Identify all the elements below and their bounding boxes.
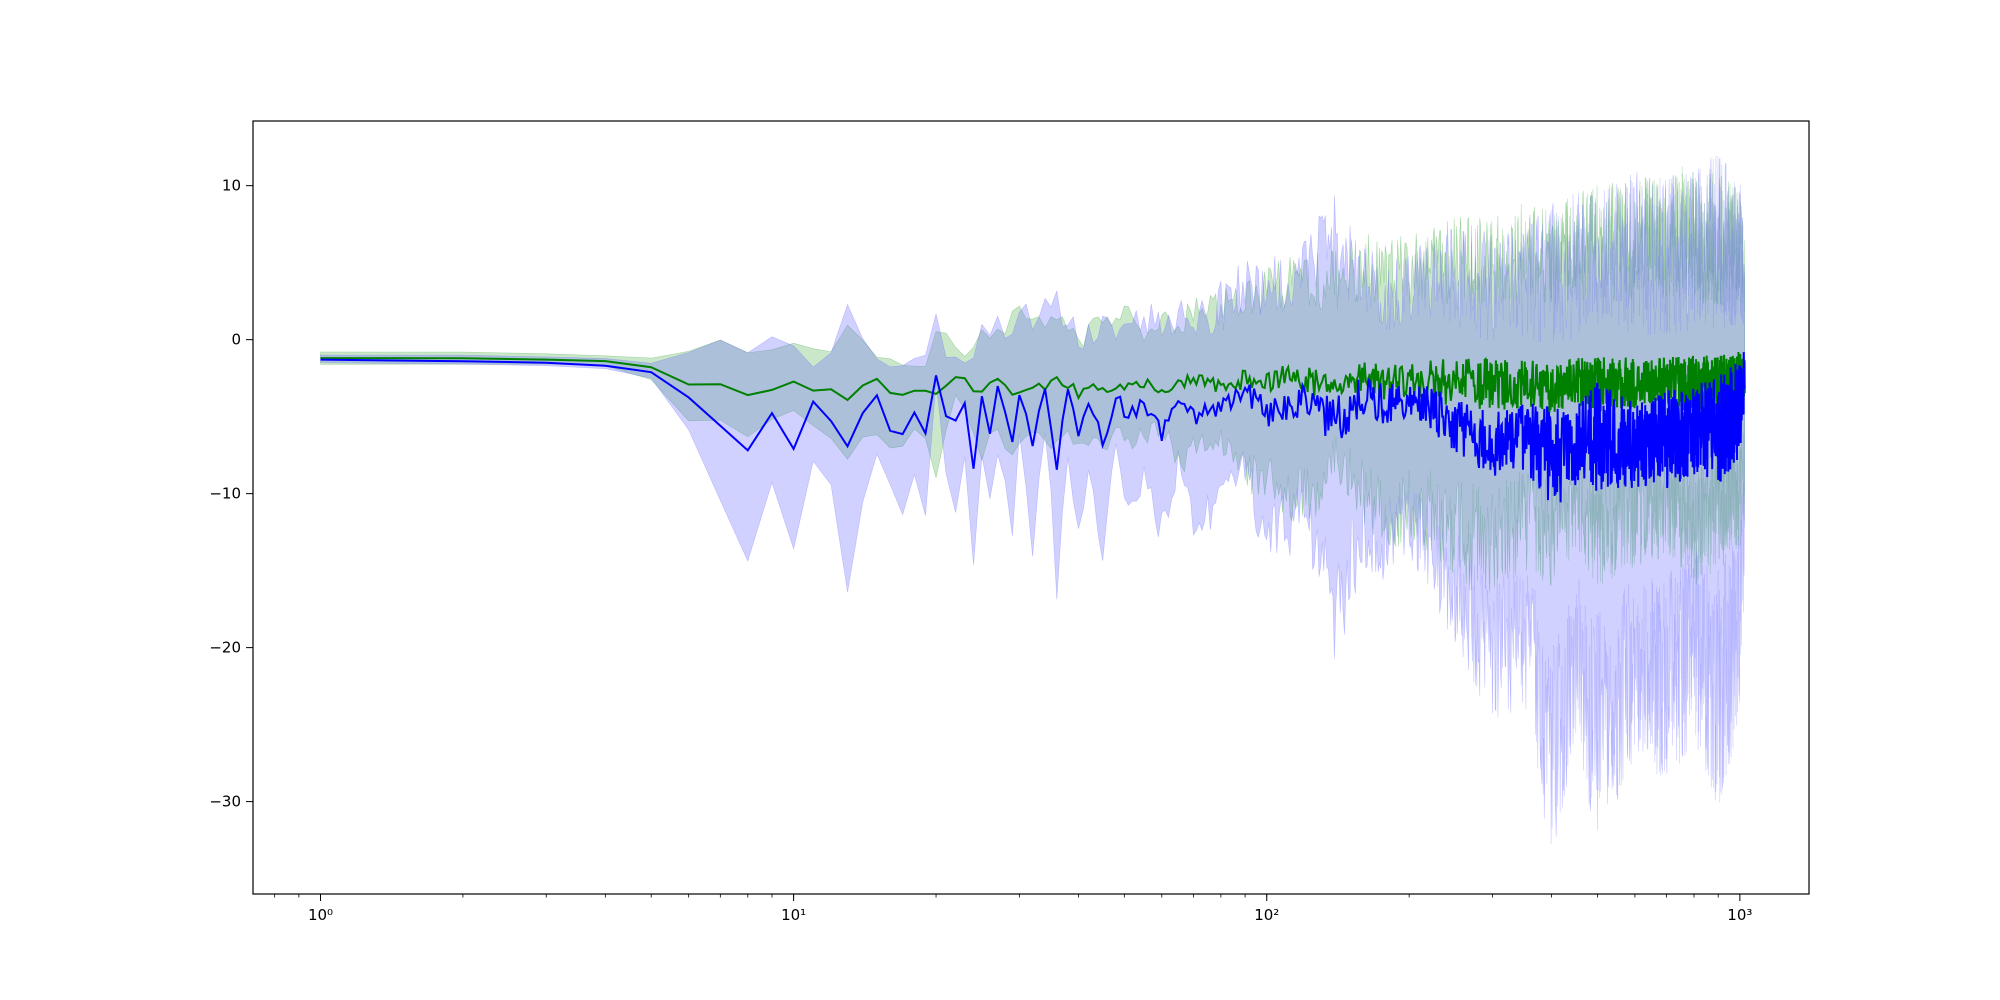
series-1-band — [320, 166, 1746, 593]
x-tick-label: 10² — [1254, 906, 1279, 924]
x-tick-label: 10³ — [1727, 906, 1752, 924]
series-2-line — [320, 352, 1746, 503]
y-axis: 10 0 −10 −20 −30 — [209, 177, 253, 811]
y-tick-label: −30 — [209, 793, 241, 811]
x-tick-label: 10¹ — [781, 906, 806, 924]
series-2-band — [320, 156, 1746, 844]
uncertainty-bands — [320, 156, 1746, 844]
x-tick-label: 10⁰ — [308, 906, 333, 924]
y-tick-label: 10 — [222, 177, 241, 195]
x-axis: 10⁰ 10¹ 10² 10³ — [274, 894, 1752, 924]
plot-area-frame — [252, 120, 1810, 895]
y-tick-label: −20 — [209, 639, 241, 657]
series-lines — [320, 352, 1746, 503]
y-tick-label: 0 — [231, 331, 241, 349]
series-1-line — [320, 352, 1746, 414]
y-tick-label: −10 — [209, 485, 241, 503]
